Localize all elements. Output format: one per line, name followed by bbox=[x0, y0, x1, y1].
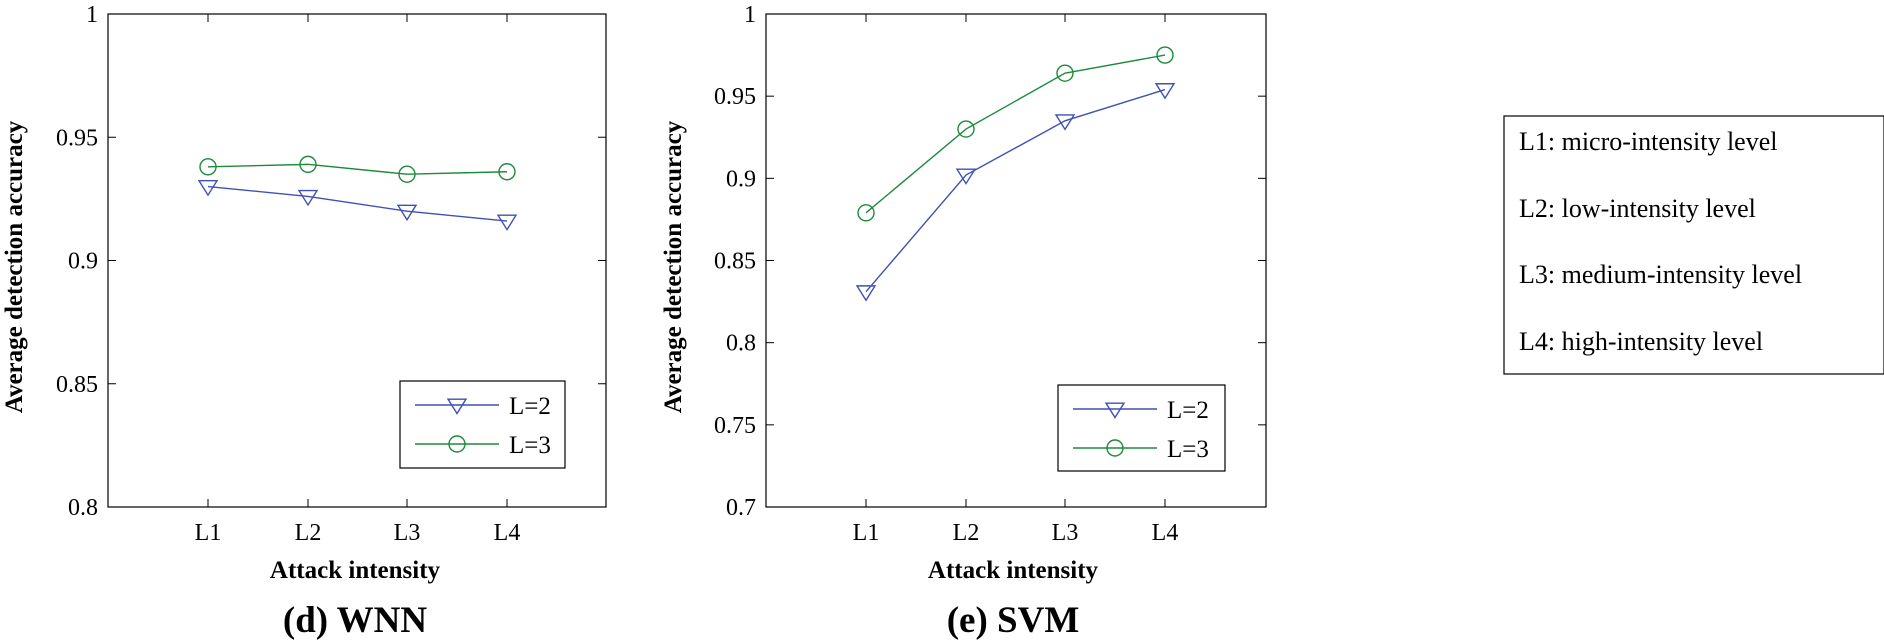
data-point bbox=[496, 214, 518, 231]
chart-wnn: Average detection accuracy Attack intens… bbox=[1, 120, 566, 641]
data-point bbox=[297, 189, 319, 207]
x-tick-label: L2 bbox=[953, 520, 980, 546]
y-tick-label: 0.75 bbox=[714, 413, 756, 439]
chart-caption: (d) WNN bbox=[283, 600, 428, 641]
data-point bbox=[299, 155, 317, 174]
note-item-l3: L3: medium-intensity level bbox=[1519, 260, 1802, 289]
data-point bbox=[1054, 114, 1076, 131]
y-tick-label: 0.7 bbox=[726, 495, 756, 521]
series-l2 bbox=[197, 179, 518, 231]
y-tick-label: 0.9 bbox=[726, 166, 756, 192]
x-tick-label: L3 bbox=[394, 520, 421, 546]
legend-label-l2: L=2 bbox=[1167, 397, 1209, 424]
series-line bbox=[207, 185, 508, 222]
y-tick-label: 0.95 bbox=[714, 84, 756, 110]
y-axis-label: Average detection accuracy bbox=[660, 120, 687, 413]
intensity-note: L1: micro-intensity level L2: low-intens… bbox=[1503, 115, 1884, 375]
series-line bbox=[865, 88, 1166, 293]
legend-marker bbox=[446, 398, 468, 415]
series-l3 bbox=[199, 155, 516, 183]
series-l2 bbox=[855, 83, 1176, 302]
data-point bbox=[957, 120, 975, 138]
y-tick-label: 0.8 bbox=[726, 331, 756, 357]
data-point bbox=[1056, 64, 1074, 82]
y-axis-label: Average detection accuracy bbox=[1, 120, 28, 413]
y-tick-label: 0.85 bbox=[714, 249, 756, 275]
data-point bbox=[1156, 46, 1174, 64]
x-tick-label: L4 bbox=[494, 520, 521, 546]
legend: L=2 L=3 bbox=[399, 380, 566, 469]
data-point bbox=[855, 285, 877, 302]
note-item-l4: L4: high-intensity level bbox=[1519, 327, 1763, 356]
y-tick-label: 0.8 bbox=[68, 495, 98, 521]
data-point bbox=[396, 204, 418, 222]
legend: L=2 L=3 bbox=[1057, 384, 1226, 472]
legend-marker bbox=[448, 435, 466, 453]
x-tick-label: L3 bbox=[1052, 520, 1079, 546]
y-tick-label: 0.95 bbox=[56, 125, 98, 151]
legend-marker bbox=[1106, 439, 1124, 457]
legend-label-l2: L=2 bbox=[509, 393, 551, 420]
legend-label-l3: L=3 bbox=[1167, 436, 1209, 463]
note-item-l1: L1: micro-intensity level bbox=[1519, 127, 1778, 156]
series-line bbox=[207, 163, 508, 175]
x-axis-label: Attack intensity bbox=[270, 557, 441, 584]
data-point bbox=[1154, 83, 1176, 100]
x-tick-label: L1 bbox=[853, 520, 880, 546]
data-point bbox=[197, 179, 219, 197]
x-axis-label: Attack intensity bbox=[928, 557, 1099, 584]
x-tick-label: L1 bbox=[195, 520, 222, 546]
chart-svm: Average detection accuracy Attack intens… bbox=[660, 120, 1226, 641]
chart-caption: (e) SVM bbox=[947, 600, 1080, 641]
data-point bbox=[955, 168, 977, 185]
series-line bbox=[865, 54, 1166, 214]
data-point bbox=[398, 165, 416, 183]
plot-area-svm: 0.7 0.75 0.8 0.85 0.9 0.95 1 L1 L2 L3 L4 bbox=[714, 2, 1267, 546]
y-tick-label: 1 bbox=[86, 2, 98, 28]
y-tick-label: 0.9 bbox=[68, 249, 98, 275]
plot-area-wnn: 0.8 0.85 0.9 0.95 1 L1 L2 L3 L4 bbox=[56, 2, 607, 546]
x-tick-label: L2 bbox=[295, 520, 322, 546]
data-point bbox=[199, 158, 217, 176]
legend-marker bbox=[1104, 402, 1126, 419]
y-tick-label: 0.85 bbox=[56, 372, 98, 398]
x-tick-label: L4 bbox=[1152, 520, 1179, 546]
y-tick-label: 1 bbox=[744, 2, 756, 28]
series-l3 bbox=[857, 46, 1174, 222]
data-point bbox=[857, 204, 875, 222]
data-point bbox=[498, 163, 516, 181]
note-item-l2: L2: low-intensity level bbox=[1519, 194, 1756, 223]
legend-label-l3: L=3 bbox=[509, 432, 551, 459]
